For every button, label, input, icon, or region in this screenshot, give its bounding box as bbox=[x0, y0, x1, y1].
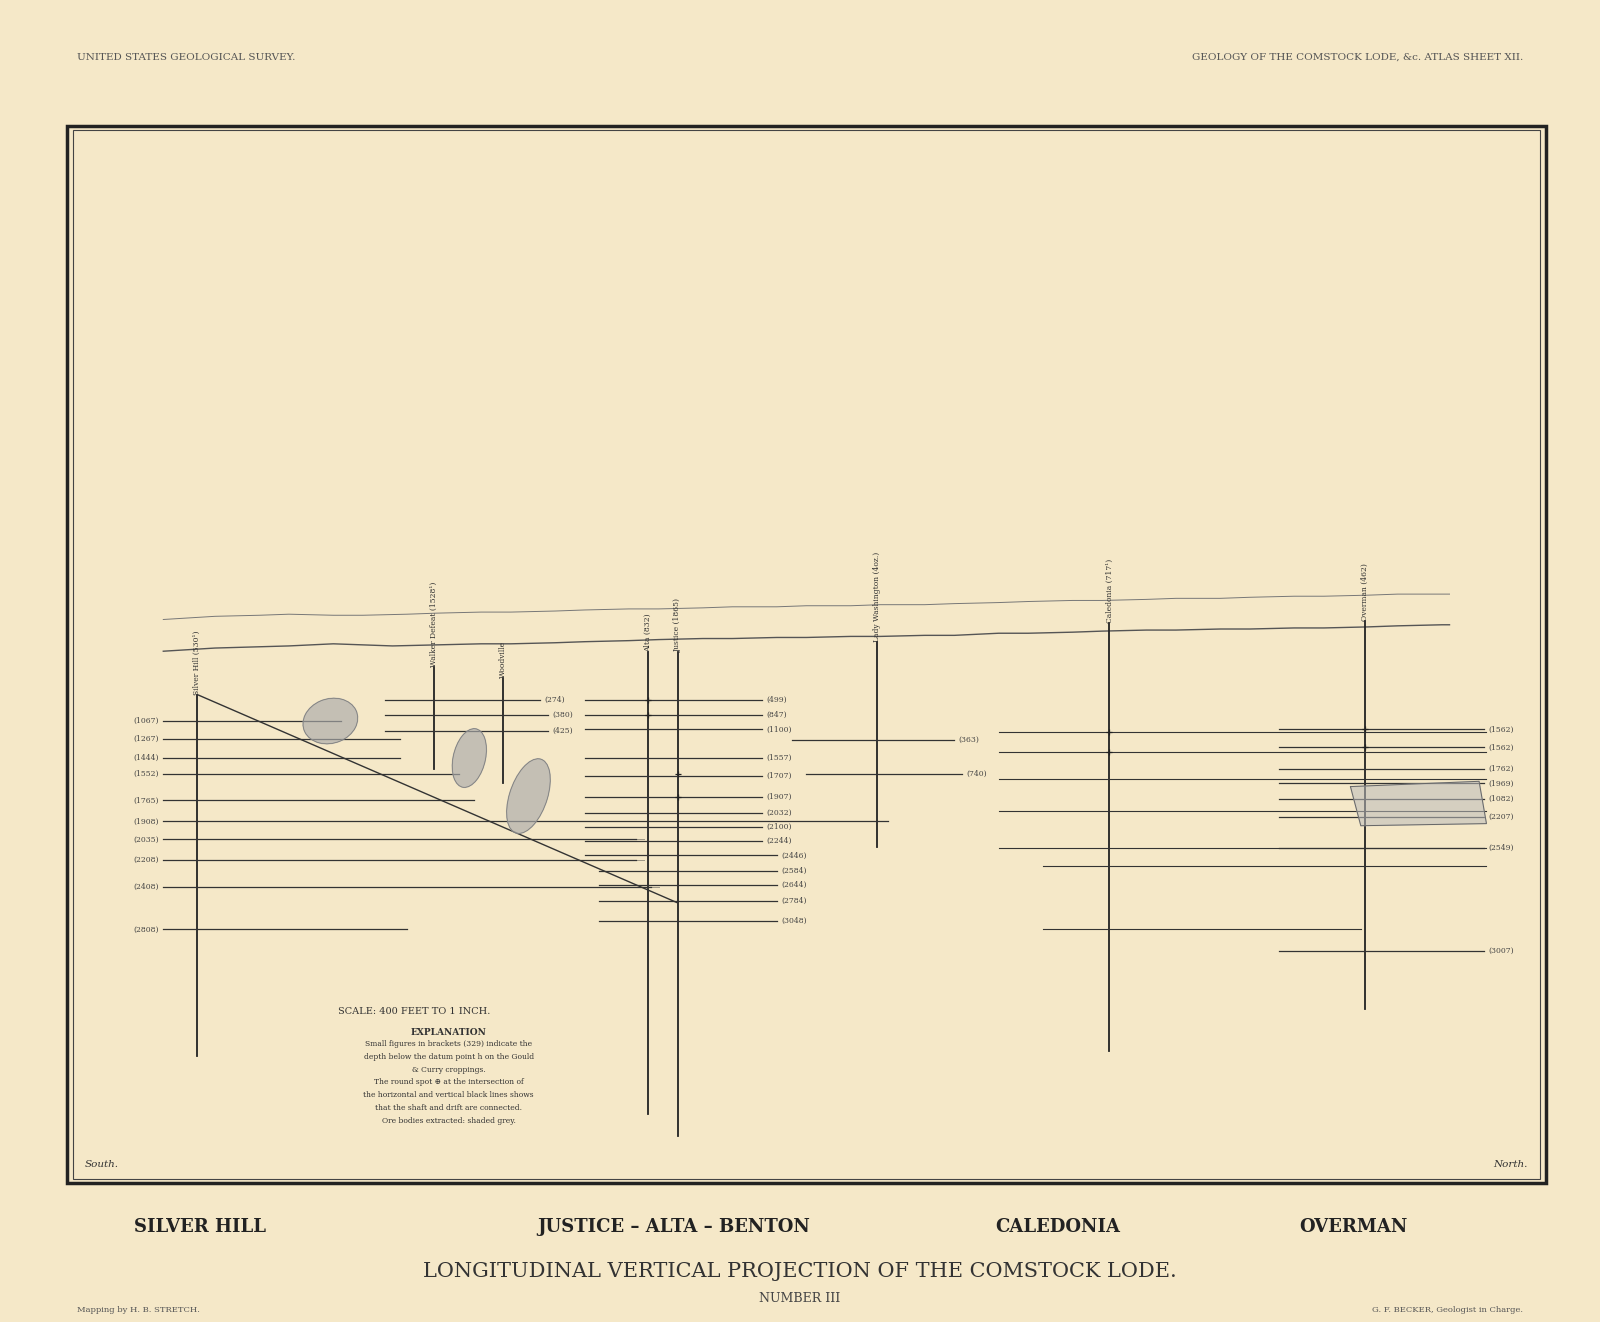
Text: SILVER HILL: SILVER HILL bbox=[134, 1218, 266, 1236]
Text: (2784): (2784) bbox=[781, 896, 806, 904]
Text: UNITED STATES GEOLOGICAL SURVEY.: UNITED STATES GEOLOGICAL SURVEY. bbox=[77, 53, 294, 62]
Text: (380): (380) bbox=[552, 711, 573, 719]
Ellipse shape bbox=[302, 698, 358, 744]
Text: (2549): (2549) bbox=[1488, 843, 1514, 851]
Text: (425): (425) bbox=[552, 727, 573, 735]
Text: (1082): (1082) bbox=[1488, 796, 1514, 804]
Text: (1562): (1562) bbox=[1488, 726, 1514, 734]
Text: Ore bodies extracted: shaded grey.: Ore bodies extracted: shaded grey. bbox=[382, 1117, 515, 1125]
Text: G. F. BECKER, Geologist in Charge.: G. F. BECKER, Geologist in Charge. bbox=[1373, 1306, 1523, 1314]
Text: (1707): (1707) bbox=[766, 772, 792, 780]
Text: (274): (274) bbox=[544, 695, 565, 703]
Text: (2207): (2207) bbox=[1488, 813, 1514, 821]
Text: LONGITUDINAL VERTICAL PROJECTION OF THE COMSTOCK LODE.: LONGITUDINAL VERTICAL PROJECTION OF THE … bbox=[422, 1263, 1178, 1281]
Text: (2446): (2446) bbox=[781, 851, 806, 859]
Text: (1765): (1765) bbox=[133, 796, 158, 804]
Text: that the shaft and drift are connected.: that the shaft and drift are connected. bbox=[374, 1104, 522, 1112]
Text: South.: South. bbox=[85, 1159, 118, 1169]
Text: (2408): (2408) bbox=[133, 883, 158, 891]
Text: GEOLOGY OF THE COMSTOCK LODE, &c. ATLAS SHEET XII.: GEOLOGY OF THE COMSTOCK LODE, &c. ATLAS … bbox=[1192, 53, 1523, 62]
Text: (1067): (1067) bbox=[133, 717, 158, 724]
Text: the horizontal and vertical black lines shows: the horizontal and vertical black lines … bbox=[363, 1091, 534, 1099]
Text: North.: North. bbox=[1493, 1159, 1528, 1169]
Text: CALEDONIA: CALEDONIA bbox=[995, 1218, 1120, 1236]
Text: (1969): (1969) bbox=[1488, 780, 1514, 788]
Text: (1562): (1562) bbox=[1488, 743, 1514, 751]
Text: (3007): (3007) bbox=[1488, 947, 1514, 954]
Text: depth below the datum point h on the Gould: depth below the datum point h on the Gou… bbox=[363, 1054, 534, 1062]
Text: (740): (740) bbox=[966, 769, 987, 777]
Text: (1907): (1907) bbox=[766, 793, 792, 801]
Text: (2035): (2035) bbox=[133, 836, 158, 843]
Text: Lady Washington (4oz.): Lady Washington (4oz.) bbox=[874, 551, 882, 641]
Text: Alta (832): Alta (832) bbox=[645, 613, 653, 652]
Text: (2244): (2244) bbox=[766, 837, 792, 845]
Text: Justice (1865): Justice (1865) bbox=[674, 599, 682, 652]
Text: Silver Hill (530¹): Silver Hill (530¹) bbox=[194, 631, 202, 694]
Text: (1908): (1908) bbox=[133, 817, 158, 825]
Text: (1267): (1267) bbox=[133, 735, 158, 743]
Text: JUSTICE – ALTA – BENTON: JUSTICE – ALTA – BENTON bbox=[538, 1218, 810, 1236]
Text: SCALE: 400 FEET TO 1 INCH.: SCALE: 400 FEET TO 1 INCH. bbox=[339, 1007, 491, 1017]
Text: (2208): (2208) bbox=[133, 855, 158, 863]
Text: Overman (462): Overman (462) bbox=[1362, 563, 1370, 620]
Text: Small figures in brackets (329) indicate the: Small figures in brackets (329) indicate… bbox=[365, 1040, 533, 1048]
Text: (363): (363) bbox=[958, 736, 979, 744]
Text: (2808): (2808) bbox=[133, 925, 158, 933]
Text: (847): (847) bbox=[766, 711, 787, 719]
Text: & Curry croppings.: & Curry croppings. bbox=[411, 1066, 485, 1073]
Text: (1762): (1762) bbox=[1488, 764, 1514, 772]
Text: (1552): (1552) bbox=[133, 769, 158, 777]
Text: (2644): (2644) bbox=[781, 880, 806, 888]
Text: (1100): (1100) bbox=[766, 726, 792, 734]
Text: (1444): (1444) bbox=[133, 754, 158, 761]
Text: (499): (499) bbox=[766, 695, 787, 703]
Text: Walker Defeat (1528¹): Walker Defeat (1528¹) bbox=[430, 582, 438, 668]
Text: (2584): (2584) bbox=[781, 867, 806, 875]
Text: (3048): (3048) bbox=[781, 917, 806, 925]
Text: Caledonia (717¹): Caledonia (717¹) bbox=[1106, 558, 1114, 623]
Ellipse shape bbox=[453, 728, 486, 788]
Text: EXPLANATION: EXPLANATION bbox=[411, 1027, 486, 1036]
Text: Woodville: Woodville bbox=[499, 641, 507, 678]
Text: (2100): (2100) bbox=[766, 822, 792, 830]
Ellipse shape bbox=[507, 759, 550, 833]
Text: Mapping by H. B. STRETCH.: Mapping by H. B. STRETCH. bbox=[77, 1306, 200, 1314]
Text: NUMBER III: NUMBER III bbox=[760, 1292, 840, 1305]
Text: (1557): (1557) bbox=[766, 754, 792, 761]
Text: (2032): (2032) bbox=[766, 809, 792, 817]
Polygon shape bbox=[1350, 781, 1486, 826]
Text: The round spot ⊕ at the intersection of: The round spot ⊕ at the intersection of bbox=[374, 1079, 523, 1087]
Text: OVERMAN: OVERMAN bbox=[1299, 1218, 1408, 1236]
